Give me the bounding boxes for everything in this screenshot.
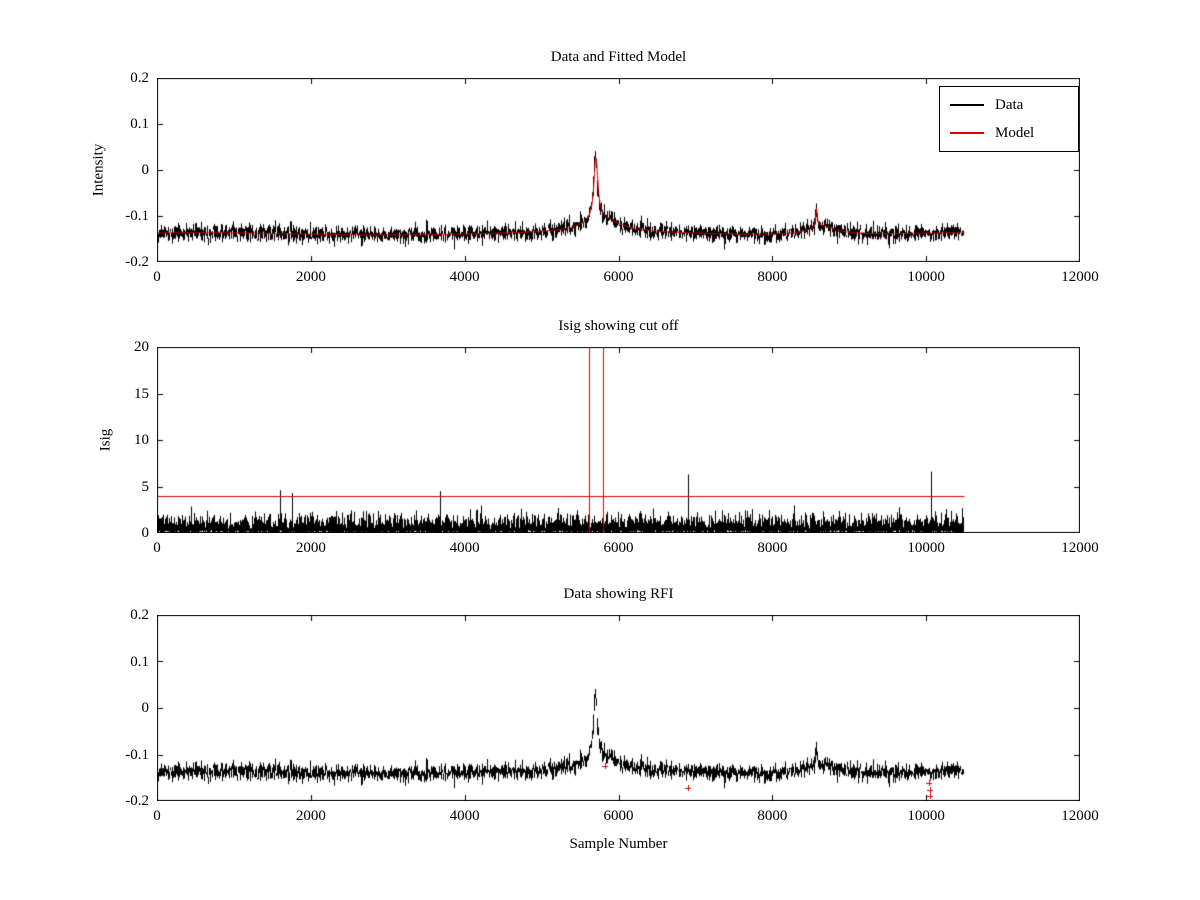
y-tick-label: 0.2	[130, 607, 149, 623]
y-tick-label: 0	[141, 700, 150, 716]
x-tick-label: 2000	[295, 540, 326, 556]
y-tick-label: -0.1	[125, 746, 149, 763]
x-tick-label: 12000	[1061, 808, 1099, 824]
legend-label: Data	[995, 96, 1024, 113]
legend-line-sample-icon	[950, 132, 984, 134]
legend-entry: Data	[940, 91, 1078, 119]
x-tick-label: 10000	[907, 540, 945, 556]
y-tick-label: 15	[134, 385, 149, 402]
x-tick-label: 6000	[603, 808, 634, 824]
x-tick-label: 4000	[449, 269, 480, 285]
y-tick-label: -0.2	[125, 793, 149, 809]
legend-line-sample-icon	[950, 104, 984, 106]
y-tick-label: 10	[134, 432, 149, 448]
x-tick-label: 0	[153, 269, 161, 285]
legend-entry: Model	[940, 119, 1078, 147]
x-tick-label: 4000	[449, 540, 480, 556]
y-tick-label: 0	[141, 525, 150, 541]
x-tick-label: 0	[153, 540, 161, 556]
x-tick-label: 12000	[1061, 269, 1099, 285]
x-tick-label: 10000	[907, 808, 945, 824]
y-tick-label: 5	[141, 478, 150, 495]
x-tick-label: 8000	[757, 808, 788, 824]
subplot1-title: Data and Fitted Model	[550, 49, 687, 65]
x-tick-label: 4000	[449, 808, 480, 824]
y-tick-label: 0.1	[130, 653, 149, 670]
y-tick-label: -0.1	[125, 208, 149, 224]
subplot2-plot-area-canvas	[157, 347, 1080, 533]
y-tick-label: -0.2	[125, 254, 149, 270]
x-tick-label: 2000	[295, 808, 326, 824]
y-tick-label: 20	[134, 339, 149, 355]
x-tick-label: 0	[153, 808, 161, 824]
subplot3-title: Data showing RFI	[563, 586, 674, 602]
x-axis-label: Sample Number	[569, 836, 668, 852]
subplot3-plot-area-canvas	[157, 615, 1080, 801]
subplot1-plot-area-canvas	[157, 78, 1080, 262]
x-tick-label: 6000	[603, 540, 634, 556]
x-tick-label: 8000	[757, 540, 788, 556]
x-tick-label: 8000	[757, 269, 788, 285]
x-tick-label: 12000	[1061, 540, 1099, 556]
x-tick-label: 10000	[907, 269, 945, 285]
legend-label: Model	[995, 124, 1035, 141]
x-tick-label: 6000	[603, 269, 634, 285]
y-tick-label: 0	[141, 162, 150, 178]
y-tick-label: 0.2	[130, 70, 149, 86]
legend-box: Data Model	[939, 86, 1079, 152]
x-tick-label: 2000	[295, 269, 326, 285]
y-tick-label: 0.1	[130, 116, 149, 132]
subplot2-title: Isig showing cut off	[558, 318, 679, 334]
